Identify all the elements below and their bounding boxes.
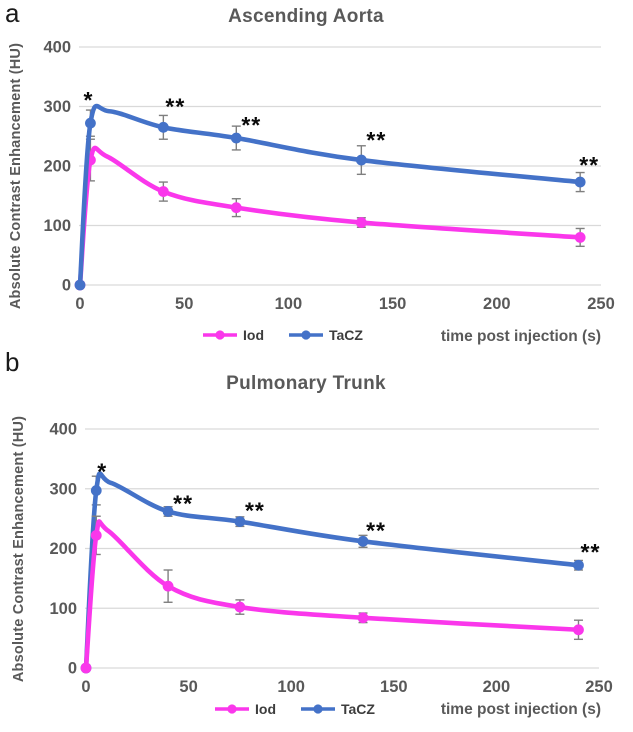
x-axis-label-a: time post injection (s): [440, 328, 601, 345]
svg-text:**: **: [173, 490, 193, 516]
legend-item-tacz: TaCZ: [300, 701, 375, 717]
y-axis-label-b: Absolute Contrast Enhancement (HU): [11, 415, 27, 683]
svg-text:300: 300: [43, 98, 71, 116]
svg-text:200: 200: [483, 295, 511, 313]
svg-text:**: **: [245, 498, 265, 524]
svg-text:50: 50: [175, 295, 193, 313]
panel-letter-a: a: [5, 0, 20, 28]
svg-text:**: **: [241, 112, 261, 138]
svg-text:150: 150: [380, 678, 408, 696]
svg-text:100: 100: [275, 295, 303, 313]
svg-text:100: 100: [43, 217, 71, 235]
x-axis-label-b: time post injection (s): [440, 701, 601, 718]
tacz-line-marker-icon: [289, 330, 323, 340]
tacz-line-marker-icon: [301, 704, 335, 714]
svg-text:100: 100: [277, 678, 305, 696]
svg-text:400: 400: [49, 421, 77, 439]
svg-text:*: *: [83, 87, 93, 113]
svg-text:0: 0: [62, 277, 71, 295]
legend-label-tacz: TaCZ: [341, 701, 375, 717]
legend-a: Iod TaCZ: [202, 327, 363, 343]
panel-letter-b: b: [5, 347, 20, 377]
iod-line-marker-icon: [215, 704, 249, 714]
y-axis-label-a: Absolute Contrast Enhancement (HU): [8, 42, 24, 310]
legend-item-iod: Iod: [202, 327, 264, 343]
svg-text:400: 400: [43, 39, 71, 57]
legend-item-iod: Iod: [214, 701, 276, 717]
svg-text:200: 200: [49, 540, 77, 558]
chart-title-a: Ascending Aorta: [228, 6, 384, 27]
svg-text:**: **: [366, 127, 386, 153]
svg-text:200: 200: [483, 678, 511, 696]
legend-label-iod: Iod: [255, 701, 276, 717]
legend-item-tacz: TaCZ: [288, 327, 363, 343]
svg-text:150: 150: [379, 295, 407, 313]
svg-text:0: 0: [68, 660, 77, 678]
svg-text:*: *: [97, 459, 107, 485]
svg-text:200: 200: [43, 158, 71, 176]
legend-label-tacz: TaCZ: [329, 327, 363, 343]
svg-text:**: **: [366, 517, 386, 543]
legend-label-iod: Iod: [243, 327, 264, 343]
svg-text:**: **: [579, 152, 599, 178]
svg-text:**: **: [165, 93, 185, 119]
svg-text:0: 0: [81, 678, 90, 696]
svg-text:50: 50: [179, 678, 197, 696]
svg-text:300: 300: [49, 480, 77, 498]
legend-b: Iod TaCZ: [214, 701, 375, 717]
svg-text:0: 0: [75, 295, 84, 313]
svg-text:250: 250: [587, 295, 615, 313]
svg-text:**: **: [581, 539, 601, 565]
chart-title-b: Pulmonary Trunk: [226, 373, 386, 394]
svg-text:250: 250: [585, 678, 613, 696]
iod-line-marker-icon: [203, 330, 237, 340]
svg-text:100: 100: [49, 600, 77, 618]
